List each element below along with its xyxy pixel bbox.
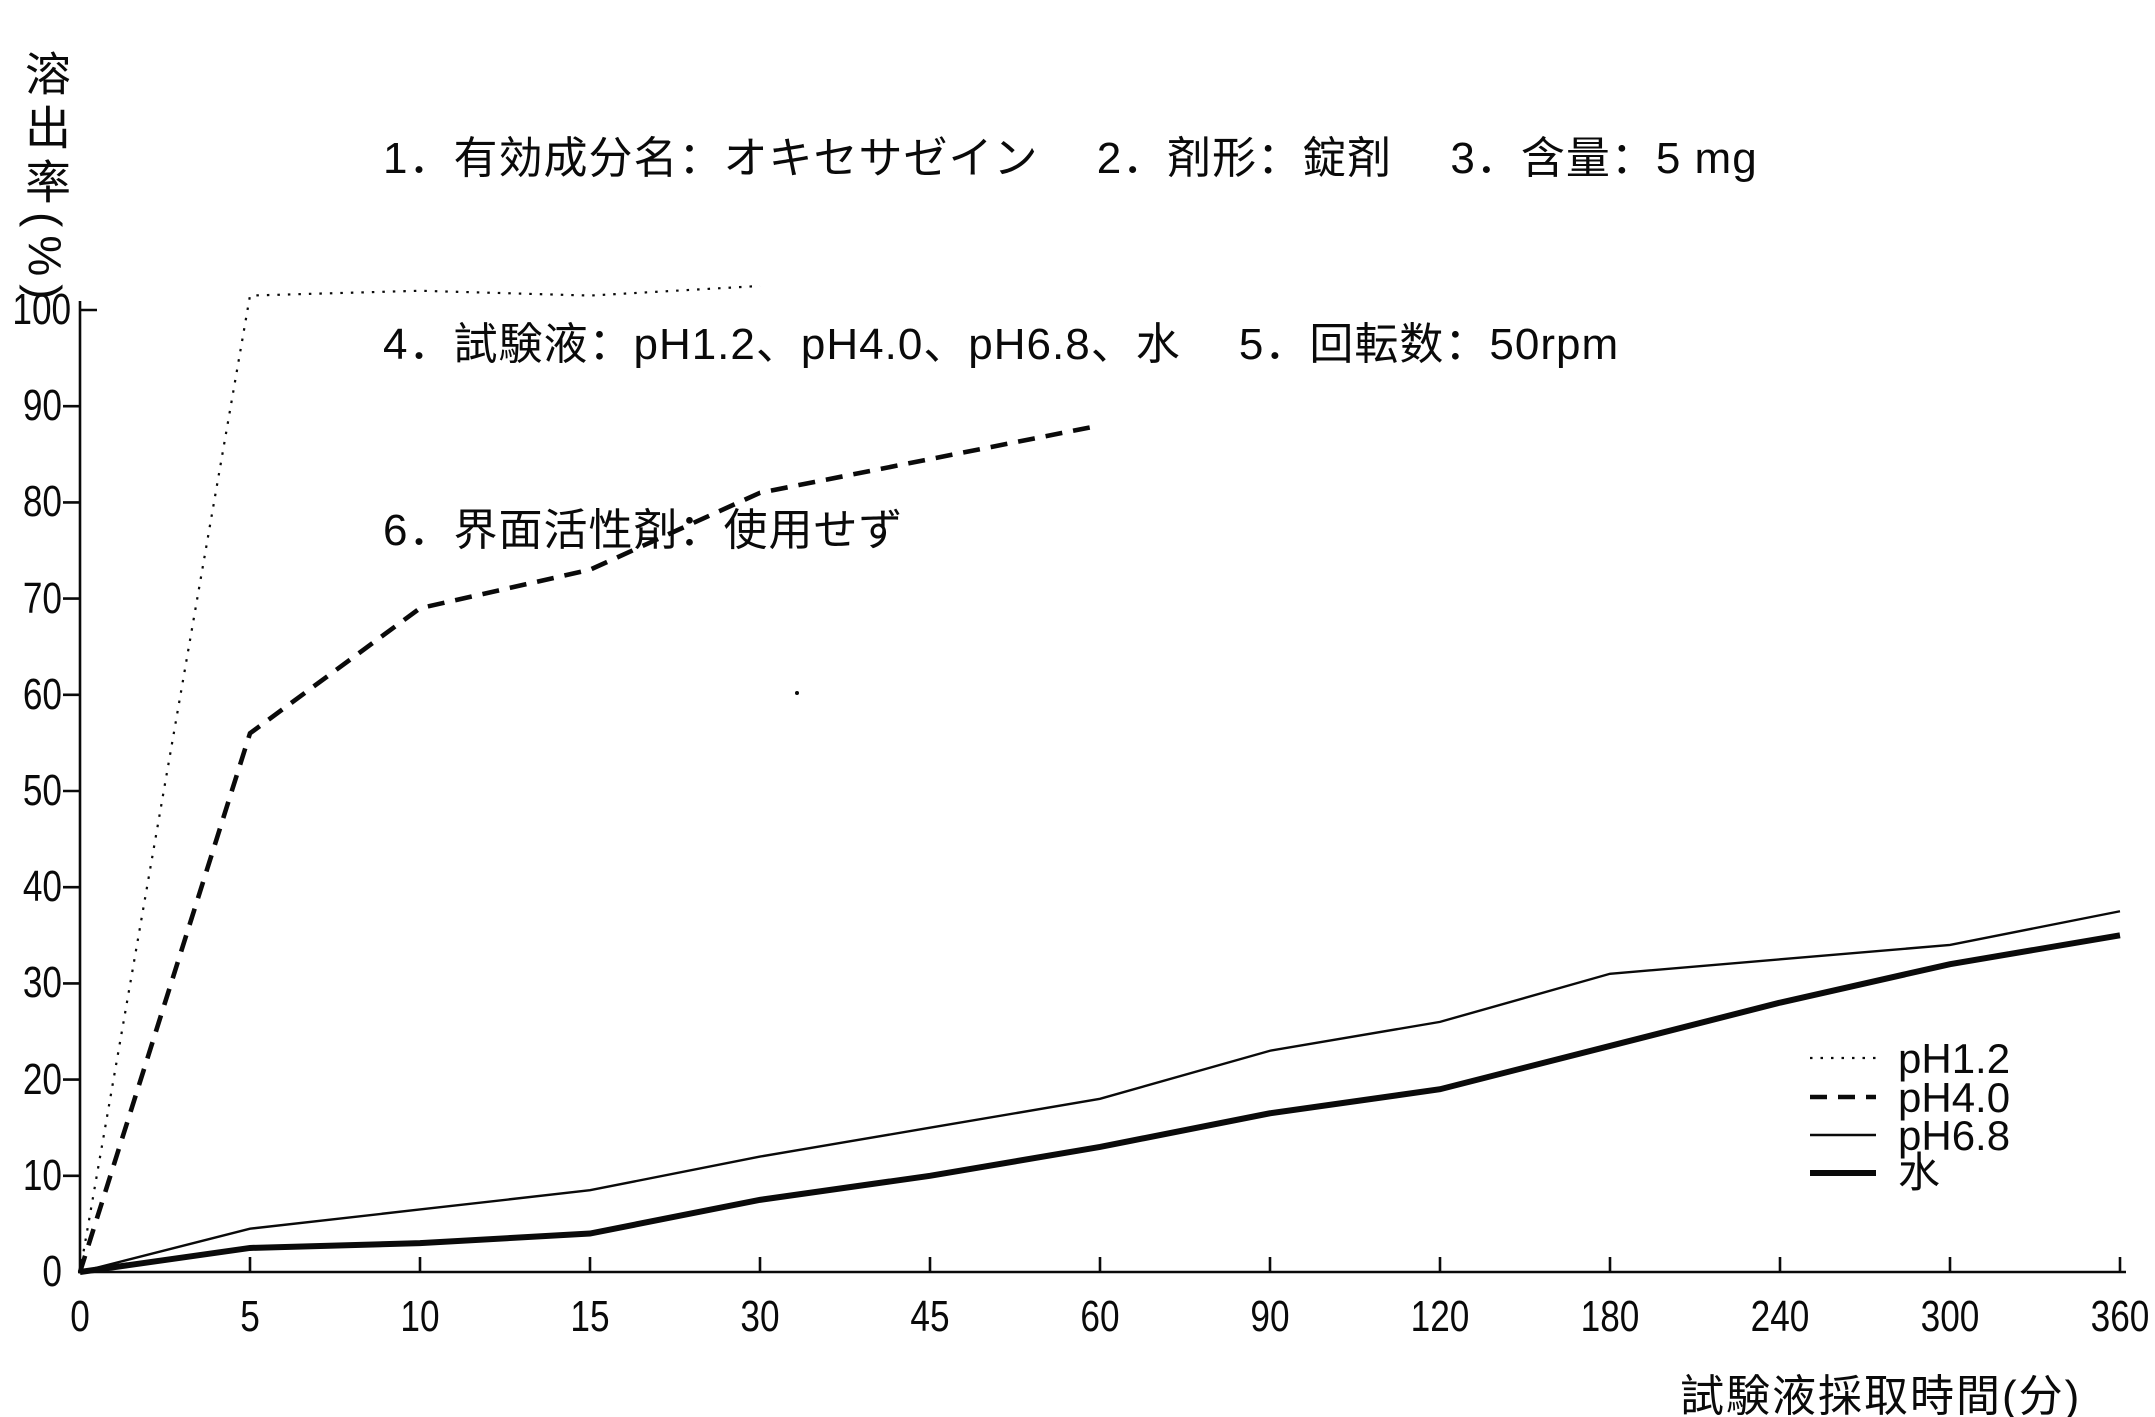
x-tick-label-360: 360 xyxy=(2090,1292,2150,1341)
x-tick-label-30: 30 xyxy=(740,1292,780,1341)
x-tick-label-0: 0 xyxy=(70,1292,90,1341)
y-tick-label-0: 0 xyxy=(42,1247,62,1296)
x-tick-label-180: 180 xyxy=(1580,1292,1640,1341)
series-line-ph6-8 xyxy=(79,910,2121,1274)
x-tick-label-90: 90 xyxy=(1250,1292,1290,1341)
y-tick-label-30: 30 xyxy=(22,958,62,1008)
x-tick-label-240: 240 xyxy=(1750,1292,1810,1341)
series-line-ph1-2 xyxy=(78,284,761,1273)
x-tick-label-300: 300 xyxy=(1920,1292,1980,1341)
y-axis-title: 溶出率(%) xyxy=(19,50,71,308)
series-line-water xyxy=(79,932,2121,1275)
x-tick-label-120: 120 xyxy=(1410,1292,1470,1341)
x-tick-label-10: 10 xyxy=(400,1292,440,1341)
x-tick-label-5: 5 xyxy=(240,1292,260,1341)
x-tick-label-15: 15 xyxy=(570,1292,610,1341)
y-tick-label-100: 100 xyxy=(12,285,72,334)
legend-label-ph6-8: pH6.8 xyxy=(1898,1112,2011,1159)
y-tick-label-10: 10 xyxy=(22,1150,62,1200)
y-tick-label-50: 50 xyxy=(22,766,62,815)
x-axis-title: 試験液採取時間(分) xyxy=(1680,1372,2082,1417)
y-tick-label-90: 90 xyxy=(22,381,62,431)
legend-label-ph4-0: pH4.0 xyxy=(1898,1074,2011,1121)
test-conditions: 1．有効成分名：オキセサゼイン 2．剤形：錠剤 3．含量：5 mg 4．試験液：… xyxy=(383,4,1758,686)
y-tick-label-70: 70 xyxy=(22,573,62,623)
y-tick-label-40: 40 xyxy=(22,862,62,912)
x-tick-label-60: 60 xyxy=(1080,1292,1120,1341)
legend-label-ph1-2: pH1.2 xyxy=(1898,1035,2011,1082)
test-condition-line-1: 1．有効成分名：オキセサゼイン 2．剤形：錠剤 3．含量：5 mg xyxy=(383,134,1758,183)
test-condition-line-2: 4．試験液：pH1.2、pH4.0、pH6.8、水 5．回転数：50rpm xyxy=(383,320,1620,369)
y-tick-label-80: 80 xyxy=(22,477,62,527)
y-tick-label-20: 20 xyxy=(22,1054,62,1104)
scan-speck-dot xyxy=(795,691,799,695)
x-tick-label-45: 45 xyxy=(910,1292,950,1341)
series-line-ph4-0 xyxy=(77,423,1101,1273)
test-condition-line-3: 6．界面活性剤：使用せず xyxy=(383,506,904,555)
legend-label-water: 水 xyxy=(1898,1149,1941,1196)
y-tick-label-60: 60 xyxy=(22,669,62,719)
